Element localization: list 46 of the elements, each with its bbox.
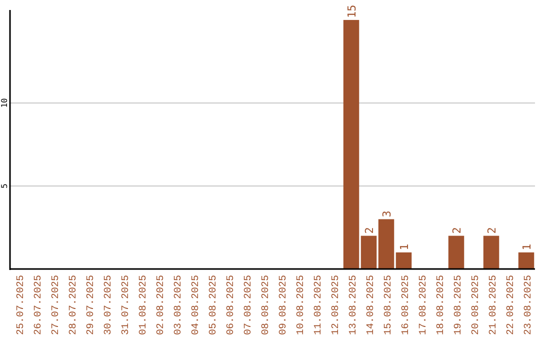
x-tick-label: 16.08.2025 [400, 275, 412, 336]
data-label: 2 [362, 227, 376, 234]
bar [343, 20, 360, 269]
x-tick-label: 13.08.2025 [348, 275, 360, 336]
data-label: 2 [450, 227, 464, 234]
x-tick-label: 31.07.2025 [120, 275, 132, 336]
x-tick-label: 29.07.2025 [86, 275, 97, 336]
x-tick-label: 21.08.2025 [488, 275, 500, 336]
bar [483, 236, 500, 269]
x-tick-label: 07.08.2025 [243, 275, 254, 336]
x-tick-label: 04.08.2025 [190, 275, 202, 336]
y-tick-label: 10 [0, 98, 9, 108]
x-tick-label: 05.08.2025 [208, 275, 220, 336]
x-tick-label: 14.08.2025 [366, 275, 377, 336]
data-label: 1 [520, 244, 534, 250]
x-tick-label: 27.07.2025 [50, 275, 62, 336]
x-tick-label: 26.07.2025 [33, 275, 44, 336]
x-tick-label: 23.08.2025 [523, 275, 534, 336]
x-tick-label: 19.08.2025 [453, 275, 464, 336]
x-tick-label: 10.08.2025 [296, 275, 307, 336]
x-tick-label: 03.08.2025 [173, 275, 184, 336]
x-tick-label: 11.08.2025 [313, 275, 324, 336]
bar [360, 236, 377, 269]
x-tick-label: 20.08.2025 [470, 275, 482, 336]
y-tick-label: 5 [0, 183, 9, 188]
bar [448, 236, 464, 269]
x-tick-label: 12.08.2025 [330, 275, 342, 336]
x-tick-label: 22.08.2025 [506, 275, 517, 336]
bar [518, 252, 534, 269]
data-label: 2 [485, 227, 498, 234]
x-tick-label: 08.08.2025 [260, 275, 272, 336]
bar [378, 219, 394, 269]
x-tick-label: 17.08.2025 [418, 275, 430, 336]
x-tick-label: 15.08.2025 [383, 275, 394, 336]
x-tick-label: 28.07.2025 [68, 275, 80, 336]
x-tick-label: 02.08.2025 [156, 275, 167, 336]
x-tick-label: 18.08.2025 [436, 275, 447, 336]
x-tick-label: 06.08.2025 [226, 275, 237, 336]
data-label: 1 [398, 244, 411, 250]
bar [396, 252, 412, 269]
x-tick-label: 09.08.2025 [278, 275, 290, 336]
data-label: 3 [380, 210, 394, 218]
x-tick-label: 25.07.2025 [16, 275, 27, 336]
x-tick-label: 30.07.2025 [103, 275, 114, 336]
data-label: 15 [345, 4, 358, 18]
x-tick-label: 01.08.2025 [138, 275, 150, 336]
